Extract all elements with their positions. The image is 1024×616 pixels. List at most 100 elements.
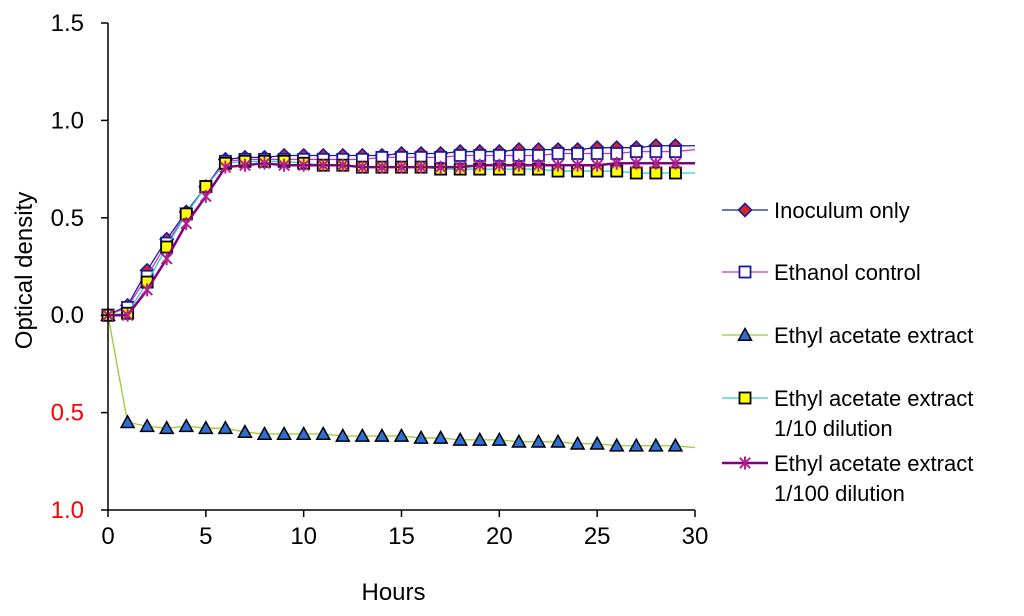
y-tick-label: 1.5: [51, 10, 84, 37]
legend: Inoculum only Ethanol control Ethyl acetat…: [722, 198, 973, 506]
data-point: [276, 425, 292, 440]
data-point: [434, 160, 447, 174]
data-point: [512, 158, 525, 172]
y-axis-title: Optical density: [11, 192, 38, 349]
data-point: [336, 158, 349, 172]
data-point: [590, 147, 604, 160]
data-point: [295, 425, 312, 440]
data-point: [239, 158, 251, 172]
series-line: [107, 315, 696, 449]
data-point: [532, 158, 545, 172]
data-point: [415, 160, 427, 174]
data-point: [552, 158, 564, 172]
legend-label: 1/10 dilution: [774, 416, 893, 441]
data-point: [160, 252, 173, 266]
legend-label: Ethyl acetate extract: [774, 323, 973, 348]
series-2: [100, 307, 696, 452]
data-point: [630, 156, 643, 170]
y-tick-label: 0.5: [51, 205, 84, 232]
axes: [101, 22, 696, 517]
data-point: [354, 427, 371, 442]
data-point: [141, 283, 154, 297]
data-point: [648, 437, 664, 452]
legend-marker: [737, 202, 753, 218]
data-point: [471, 431, 488, 446]
data-point: [667, 437, 684, 452]
y-tick-label: 0.0: [51, 302, 84, 329]
data-point: [178, 418, 195, 433]
x-tick-label: 10: [290, 523, 317, 550]
plot-area: [100, 138, 696, 452]
data-point: [413, 429, 429, 444]
data-point: [453, 149, 467, 162]
x-axis-title: Hours: [361, 579, 425, 606]
legend-label: Ethyl acetate extract: [774, 386, 973, 411]
data-point: [393, 427, 410, 442]
x-tick-label: 20: [486, 523, 513, 550]
legend-item: Inoculum only: [722, 198, 910, 223]
data-point: [258, 156, 271, 170]
y-tick-label: 0.5: [51, 400, 84, 427]
legend-label: Inoculum only: [774, 198, 910, 223]
data-point: [356, 160, 369, 174]
series-line: [107, 148, 696, 316]
data-point: [669, 156, 682, 170]
data-point: [454, 160, 467, 174]
series-line: [108, 161, 695, 317]
data-point: [219, 160, 232, 174]
data-point: [649, 145, 663, 158]
data-point: [571, 147, 585, 160]
data-point: [317, 158, 330, 172]
legend-item: Ethyl acetate extract 1/100 dilution: [722, 451, 973, 506]
data-point: [669, 145, 682, 158]
data-point: [119, 414, 136, 429]
data-point: [158, 420, 175, 435]
legend-marker: [738, 265, 752, 279]
data-point: [297, 158, 310, 172]
data-point: [315, 425, 332, 440]
data-point: [432, 429, 449, 444]
legend-label: Ethanol control: [774, 260, 921, 285]
data-point: [278, 158, 291, 172]
legend-marker: [737, 326, 753, 341]
legend-marker: [739, 456, 751, 470]
data-point: [511, 433, 527, 448]
series-3: [101, 154, 695, 322]
legend-marker: [738, 391, 752, 405]
x-tick-label: 25: [584, 523, 611, 550]
legend-item: Ethyl acetate extract 1/10 dilution: [722, 386, 973, 441]
data-point: [589, 435, 605, 450]
data-point: [551, 147, 565, 160]
data-point: [217, 420, 234, 435]
series-4: [102, 156, 695, 322]
series-line: [107, 160, 695, 316]
data-point: [493, 158, 506, 172]
data-point: [569, 435, 586, 450]
legend-label: 1/100 dilution: [774, 481, 905, 506]
data-point: [139, 418, 155, 433]
data-point: [550, 433, 566, 448]
y-tick-label: 1.0: [51, 497, 84, 524]
y-tick-label: 1.0: [51, 107, 84, 134]
data-point: [530, 433, 547, 448]
data-point: [198, 420, 214, 435]
data-point: [256, 425, 273, 440]
x-tick-label: 15: [388, 523, 415, 550]
data-point: [335, 427, 351, 442]
data-point: [374, 427, 390, 442]
data-point: [452, 431, 468, 446]
data-point: [571, 158, 584, 172]
data-point: [376, 160, 388, 174]
data-point: [237, 424, 253, 439]
data-point: [473, 158, 486, 172]
x-tick-label: 30: [682, 523, 709, 550]
data-point: [180, 217, 193, 231]
data-point: [610, 156, 623, 170]
legend-label: Ethyl acetate extract: [774, 451, 973, 476]
tick-labels: 1.5 1.0 0.5 0.0 0.5 1.0 0 5 10 15 20 25 30: [51, 10, 709, 550]
x-tick-label: 5: [199, 523, 212, 550]
data-point: [395, 160, 408, 174]
data-point: [591, 158, 604, 172]
data-point: [199, 189, 212, 203]
